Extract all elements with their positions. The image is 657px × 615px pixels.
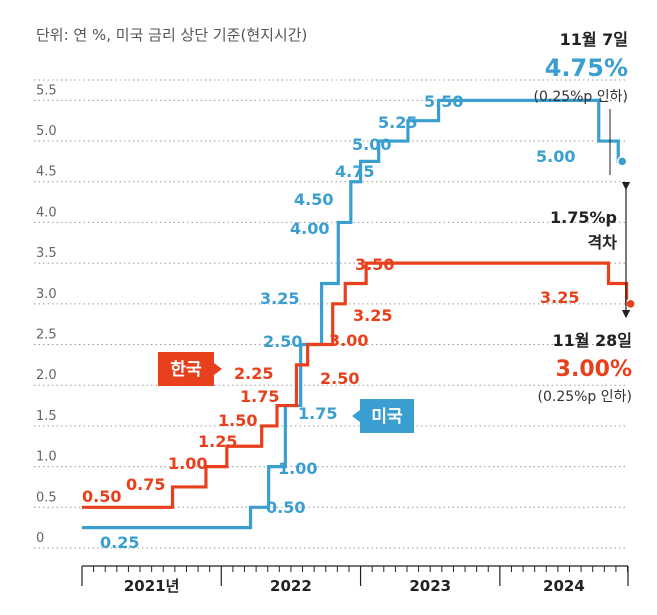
kr-cut-change: (0.25%p 인하) xyxy=(538,389,633,405)
us-cut-date: 11월 7일 xyxy=(560,30,628,49)
unit-note: 단위: 연 %, 미국 금리 상단 기준(현지시간) xyxy=(36,26,307,44)
korea-data-label: 3.00 xyxy=(329,331,368,350)
korea-tag-label: 한국 xyxy=(170,360,202,380)
us-data-label: 1.00 xyxy=(278,459,317,478)
data-labels: 0.25 0.50 1.00 1.75 2.50 3.25 4.00 4.504.75 5.00… xyxy=(82,92,579,552)
y-tick-label: 2.0 xyxy=(36,368,57,383)
y-tick-label: 4.0 xyxy=(36,205,57,220)
us-data-label: 4.50 xyxy=(294,190,333,209)
us-end-point xyxy=(617,156,628,167)
x-tick-label: 2024 xyxy=(543,577,585,595)
korea-data-label: 3.25 xyxy=(540,288,579,307)
us-cut-rate: 4.75% xyxy=(545,54,628,82)
series-lines xyxy=(82,98,636,530)
y-tick-label: 1.0 xyxy=(36,450,57,465)
korea-data-label: 1.50 xyxy=(218,411,257,430)
korea-end-point xyxy=(625,298,636,310)
korea-data-label: 1.25 xyxy=(198,432,237,451)
us-cut-change: (0.25%p 인하) xyxy=(534,89,629,105)
us-data-label: 5.25 xyxy=(378,113,417,132)
y-tick-label: 3.5 xyxy=(36,246,57,261)
us-tag: 미국 xyxy=(352,399,414,433)
us-rate-line xyxy=(82,98,623,530)
us-data-label: 5.50 xyxy=(424,92,463,111)
x-axis: 2021년 2022 2023 2024 xyxy=(81,565,629,595)
us-data-label: 4.00 xyxy=(290,219,329,238)
y-tick-label: 3.0 xyxy=(36,287,57,302)
us-data-label: 0.25 xyxy=(100,533,139,552)
us-data-label: 2.50 xyxy=(263,332,302,351)
y-tick-label: 4.5 xyxy=(36,165,57,180)
korea-data-label: 3.50 xyxy=(355,255,394,274)
korea-tag: 한국 xyxy=(158,352,222,386)
kr-cut-date: 11월 28일 xyxy=(552,331,632,350)
y-axis-ticks: 0 0.5 1.0 1.5 2.0 2.5 3.0 3.5 4.0 4.5 5.0 5.5 xyxy=(36,83,57,546)
korea-data-label: 0.50 xyxy=(82,487,121,506)
gap-value: 1.75%p xyxy=(550,208,617,227)
korea-rate-line xyxy=(82,261,631,509)
korea-data-label: 3.25 xyxy=(353,306,392,325)
y-tick-label: 2.5 xyxy=(36,328,57,343)
kr-cut-rate: 3.00% xyxy=(556,357,632,382)
korea-data-label: 0.75 xyxy=(126,475,165,494)
x-tick-label: 2022 xyxy=(270,577,312,595)
us-data-label: 0.50 xyxy=(266,498,305,517)
korea-data-label: 1.75 xyxy=(240,387,279,406)
us-data-label: 5.00 xyxy=(352,135,391,154)
korea-data-label: 1.00 xyxy=(168,454,207,473)
x-tick-label: 2023 xyxy=(409,577,451,595)
us-data-label: 3.25 xyxy=(260,289,299,308)
korea-data-label: 2.25 xyxy=(234,364,273,383)
us-data-label: 4.75 xyxy=(335,162,374,181)
y-tick-label: 1.5 xyxy=(36,409,57,424)
y-tick-label: 5.0 xyxy=(36,124,57,139)
us-data-label: 5.00 xyxy=(536,147,575,166)
y-tick-label: 0.5 xyxy=(36,490,57,505)
us-tag-label: 미국 xyxy=(371,407,403,427)
us-data-label: 1.75 xyxy=(298,404,337,423)
korea-data-label: 2.50 xyxy=(320,369,359,388)
y-tick-label: 5.5 xyxy=(36,83,57,98)
x-tick-label: 2021년 xyxy=(124,577,180,595)
y-tick-label: 0 xyxy=(36,531,44,546)
gap-label: 격차 xyxy=(588,233,618,252)
